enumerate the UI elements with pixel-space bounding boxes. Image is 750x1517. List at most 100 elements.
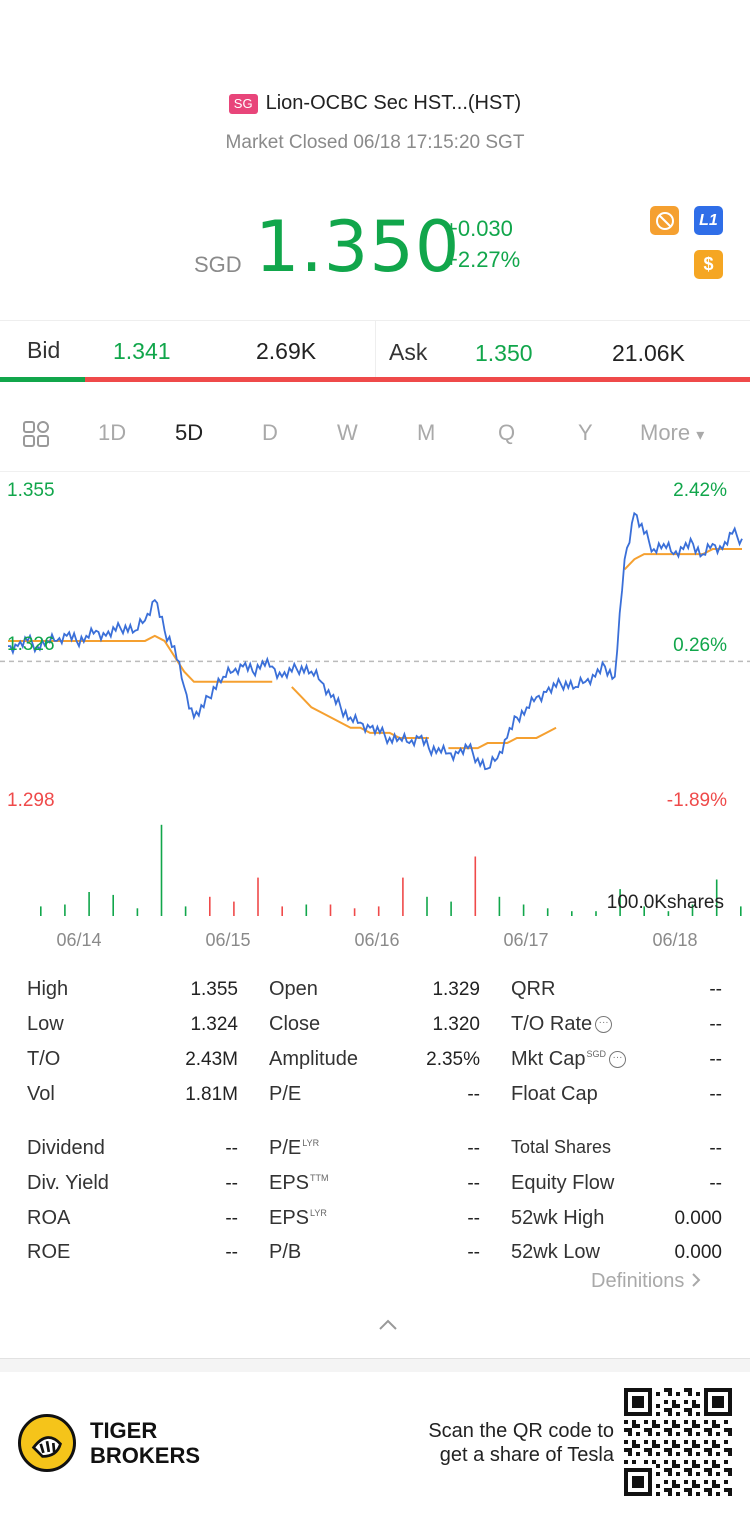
stat-label: EPSLYR	[269, 1207, 327, 1230]
stat-value: --	[467, 1138, 480, 1159]
info-icon[interactable]: ···	[595, 1016, 613, 1034]
qr-cell	[688, 1432, 692, 1436]
qr-cell	[728, 1472, 732, 1476]
qr-cell	[696, 1404, 700, 1408]
stat-value: --	[709, 1049, 722, 1070]
stat-value: 0.000	[674, 1208, 722, 1229]
qr-cell	[664, 1468, 668, 1472]
qr-code-icon[interactable]	[624, 1388, 732, 1496]
chevron-up-icon[interactable]	[377, 1318, 399, 1332]
qr-cell	[656, 1392, 660, 1396]
y-axis-right-mid: 0.26%	[673, 635, 727, 656]
stat-label-text: ROE	[27, 1241, 71, 1263]
level1-label: L1	[699, 211, 718, 229]
qr-cell	[636, 1452, 640, 1456]
tab-y[interactable]: Y	[578, 420, 593, 445]
qr-cell	[652, 1444, 656, 1448]
volume-bar	[715, 879, 718, 916]
stat-label-text: P/B	[269, 1241, 302, 1263]
stat-value: --	[709, 1014, 722, 1035]
qr-cell	[668, 1488, 672, 1492]
qr-cell	[688, 1452, 692, 1456]
volume-bar	[619, 889, 621, 916]
definitions-link[interactable]: Definitions	[591, 1270, 702, 1293]
qr-cell	[712, 1420, 716, 1424]
qr-cell	[632, 1444, 636, 1448]
qr-cell	[628, 1448, 632, 1452]
qr-cell	[688, 1488, 692, 1492]
qr-cell	[704, 1480, 708, 1484]
qr-cell	[716, 1444, 720, 1448]
tab-5d[interactable]: 5D	[175, 420, 204, 445]
qr-cell	[688, 1492, 692, 1496]
qr-cell	[664, 1400, 668, 1404]
volume-bar	[353, 908, 356, 916]
stat-label-text: Mkt Cap	[511, 1048, 586, 1070]
qr-cell	[704, 1428, 708, 1432]
stat-value: --	[225, 1208, 238, 1229]
stat-label-text: Equity Flow	[511, 1172, 615, 1194]
qr-cell	[684, 1388, 688, 1392]
qr-cell	[684, 1440, 688, 1444]
stat-label-text: T/O	[27, 1048, 61, 1070]
chevron-down-icon: ▾	[696, 427, 705, 444]
stat-label-text: ROA	[27, 1207, 71, 1229]
qr-cell	[728, 1448, 732, 1452]
tab-m[interactable]: M	[417, 420, 436, 445]
qr-cell	[724, 1468, 728, 1472]
no-short-icon[interactable]	[650, 206, 679, 235]
tab-d[interactable]: D	[262, 420, 278, 445]
info-icon[interactable]: ···	[608, 1051, 626, 1069]
tab-q[interactable]: Q	[498, 420, 516, 445]
qr-cell	[668, 1392, 672, 1396]
qr-cell	[724, 1440, 728, 1444]
qr-cell	[696, 1472, 700, 1476]
x-axis-tick: 06/18	[652, 930, 697, 950]
level1-icon[interactable]: L1	[694, 206, 723, 235]
title-row: SG Lion-OCBC Sec HST...(HST)	[0, 92, 750, 115]
qr-cell	[664, 1448, 668, 1452]
qr-cell	[704, 1488, 708, 1492]
qr-cell	[668, 1492, 672, 1496]
qr-cell	[668, 1432, 672, 1436]
ask-size: 21.06K	[612, 340, 685, 366]
volume-bar	[546, 908, 549, 916]
dollar-icon[interactable]: $	[694, 250, 723, 279]
volume-bar	[233, 901, 235, 916]
market-badge: SG	[228, 93, 258, 114]
bid-ask-panel[interactable]: Bid 1.341 2.69K Ask 1.350 21.06K	[0, 320, 750, 382]
y-axis-right-top: 2.42%	[673, 480, 727, 501]
qr-cell	[692, 1440, 696, 1444]
tab-1d[interactable]: 1D	[98, 420, 127, 445]
qr-cell	[632, 1424, 636, 1428]
stat-label-text: QRR	[511, 978, 556, 1000]
brand-name-line1: TIGER	[90, 1418, 158, 1443]
volume-bar	[305, 904, 308, 916]
qr-cell	[652, 1440, 656, 1444]
qr-cell	[664, 1440, 668, 1444]
stat-label: QRR	[511, 978, 555, 1001]
qr-cell	[696, 1424, 700, 1428]
volume-bar	[740, 906, 742, 916]
grid-icon[interactable]	[22, 420, 50, 448]
promo-text-line2: get a share of Tesla	[439, 1444, 614, 1466]
stat-value: --	[225, 1242, 238, 1263]
stat-superscript: SGD	[586, 1049, 606, 1060]
qr-cell	[648, 1432, 652, 1436]
tab-more[interactable]: More ▾	[640, 420, 704, 446]
x-axis-tick: 06/16	[354, 930, 399, 950]
qr-cell	[636, 1432, 640, 1436]
qr-cell	[704, 1448, 708, 1452]
intraday-chart[interactable]: 1.355 1.326 1.298 2.42% 0.26% -1.89% 100.0Ksha…	[0, 474, 750, 954]
stat-label-text: Total Shares	[511, 1137, 612, 1157]
qr-cell	[676, 1432, 680, 1436]
stat-label: T/O	[27, 1048, 60, 1071]
qr-cell	[724, 1460, 728, 1464]
tab-w[interactable]: W	[337, 420, 358, 445]
volume-bar	[329, 904, 332, 916]
qr-cell	[688, 1408, 692, 1412]
stock-title[interactable]: Lion-OCBC Sec HST...(HST)	[265, 92, 522, 114]
qr-cell	[684, 1420, 688, 1424]
stat-label: Equity Flow	[511, 1172, 614, 1195]
qr-cell	[656, 1492, 660, 1496]
